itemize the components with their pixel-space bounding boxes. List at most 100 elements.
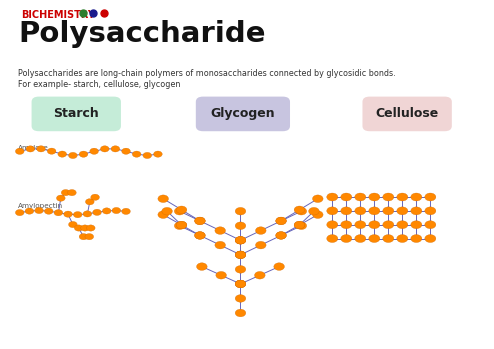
Circle shape — [74, 211, 82, 218]
Circle shape — [296, 222, 307, 230]
Text: Glycogen: Glycogen — [210, 107, 275, 120]
Circle shape — [341, 235, 352, 243]
Circle shape — [425, 235, 436, 243]
Circle shape — [174, 207, 185, 215]
Circle shape — [313, 211, 323, 218]
Circle shape — [276, 232, 287, 239]
Circle shape — [64, 211, 73, 217]
Circle shape — [15, 209, 24, 216]
Circle shape — [47, 148, 56, 154]
Text: For example- starch, cellulose, glycogen: For example- starch, cellulose, glycogen — [18, 80, 181, 89]
Circle shape — [355, 207, 366, 215]
Circle shape — [235, 280, 246, 288]
Circle shape — [90, 148, 98, 154]
Circle shape — [235, 207, 246, 215]
Circle shape — [327, 235, 338, 243]
Circle shape — [235, 309, 246, 317]
Circle shape — [69, 221, 77, 228]
Circle shape — [276, 217, 287, 225]
FancyBboxPatch shape — [32, 97, 121, 131]
Circle shape — [411, 235, 422, 243]
Text: Amylose: Amylose — [18, 145, 49, 151]
Circle shape — [215, 241, 226, 249]
Circle shape — [235, 251, 246, 259]
Circle shape — [369, 207, 380, 215]
Circle shape — [83, 211, 92, 217]
Circle shape — [195, 217, 205, 225]
Circle shape — [216, 272, 226, 279]
Circle shape — [143, 153, 152, 158]
Circle shape — [294, 221, 305, 229]
FancyBboxPatch shape — [363, 97, 452, 131]
Circle shape — [235, 237, 246, 244]
Circle shape — [102, 208, 111, 214]
Circle shape — [61, 190, 70, 196]
Circle shape — [79, 233, 88, 240]
Circle shape — [383, 221, 394, 229]
Circle shape — [235, 295, 246, 302]
Circle shape — [15, 148, 24, 154]
Text: Polysaccharides are long-chain polymers of monosaccharides connected by glycosid: Polysaccharides are long-chain polymers … — [18, 69, 396, 78]
Circle shape — [176, 206, 187, 214]
Circle shape — [341, 221, 352, 229]
Circle shape — [355, 235, 366, 243]
Circle shape — [69, 153, 77, 158]
Circle shape — [197, 263, 207, 270]
Circle shape — [25, 208, 34, 214]
Circle shape — [68, 190, 76, 196]
Circle shape — [327, 207, 338, 215]
Circle shape — [54, 210, 63, 216]
Circle shape — [294, 206, 305, 214]
Circle shape — [93, 209, 101, 215]
Circle shape — [235, 237, 246, 244]
Circle shape — [235, 222, 246, 230]
Circle shape — [254, 272, 265, 279]
Circle shape — [195, 217, 205, 225]
Text: Starch: Starch — [53, 107, 99, 120]
Circle shape — [296, 207, 307, 215]
Circle shape — [397, 207, 408, 215]
FancyBboxPatch shape — [196, 97, 290, 131]
Circle shape — [122, 148, 130, 154]
Circle shape — [425, 221, 436, 229]
Circle shape — [44, 208, 53, 214]
Circle shape — [411, 221, 422, 229]
Circle shape — [355, 221, 366, 229]
Circle shape — [100, 146, 109, 152]
Circle shape — [276, 217, 287, 225]
Circle shape — [215, 227, 226, 235]
Circle shape — [35, 207, 43, 214]
Circle shape — [174, 222, 185, 230]
Text: Cellulose: Cellulose — [375, 107, 439, 120]
Circle shape — [327, 193, 338, 201]
Circle shape — [294, 221, 305, 229]
Circle shape — [425, 207, 436, 215]
Circle shape — [195, 232, 205, 239]
Circle shape — [132, 151, 141, 157]
Circle shape — [397, 193, 408, 201]
Circle shape — [276, 232, 287, 239]
Circle shape — [397, 235, 408, 243]
Circle shape — [86, 225, 95, 231]
Circle shape — [274, 263, 285, 270]
Circle shape — [37, 146, 45, 152]
Circle shape — [122, 208, 130, 215]
Circle shape — [111, 146, 120, 152]
Circle shape — [56, 195, 65, 201]
Circle shape — [383, 193, 394, 201]
Circle shape — [341, 193, 352, 201]
Circle shape — [255, 227, 266, 235]
Text: Polysaccharide: Polysaccharide — [18, 21, 266, 49]
Circle shape — [235, 280, 246, 288]
Circle shape — [425, 193, 436, 201]
Circle shape — [235, 280, 246, 288]
Circle shape — [79, 151, 88, 157]
Circle shape — [176, 221, 187, 229]
Circle shape — [26, 146, 35, 152]
Circle shape — [411, 207, 422, 215]
Circle shape — [235, 266, 246, 273]
Circle shape — [195, 232, 205, 239]
Circle shape — [154, 151, 162, 157]
Circle shape — [383, 235, 394, 243]
Circle shape — [383, 207, 394, 215]
